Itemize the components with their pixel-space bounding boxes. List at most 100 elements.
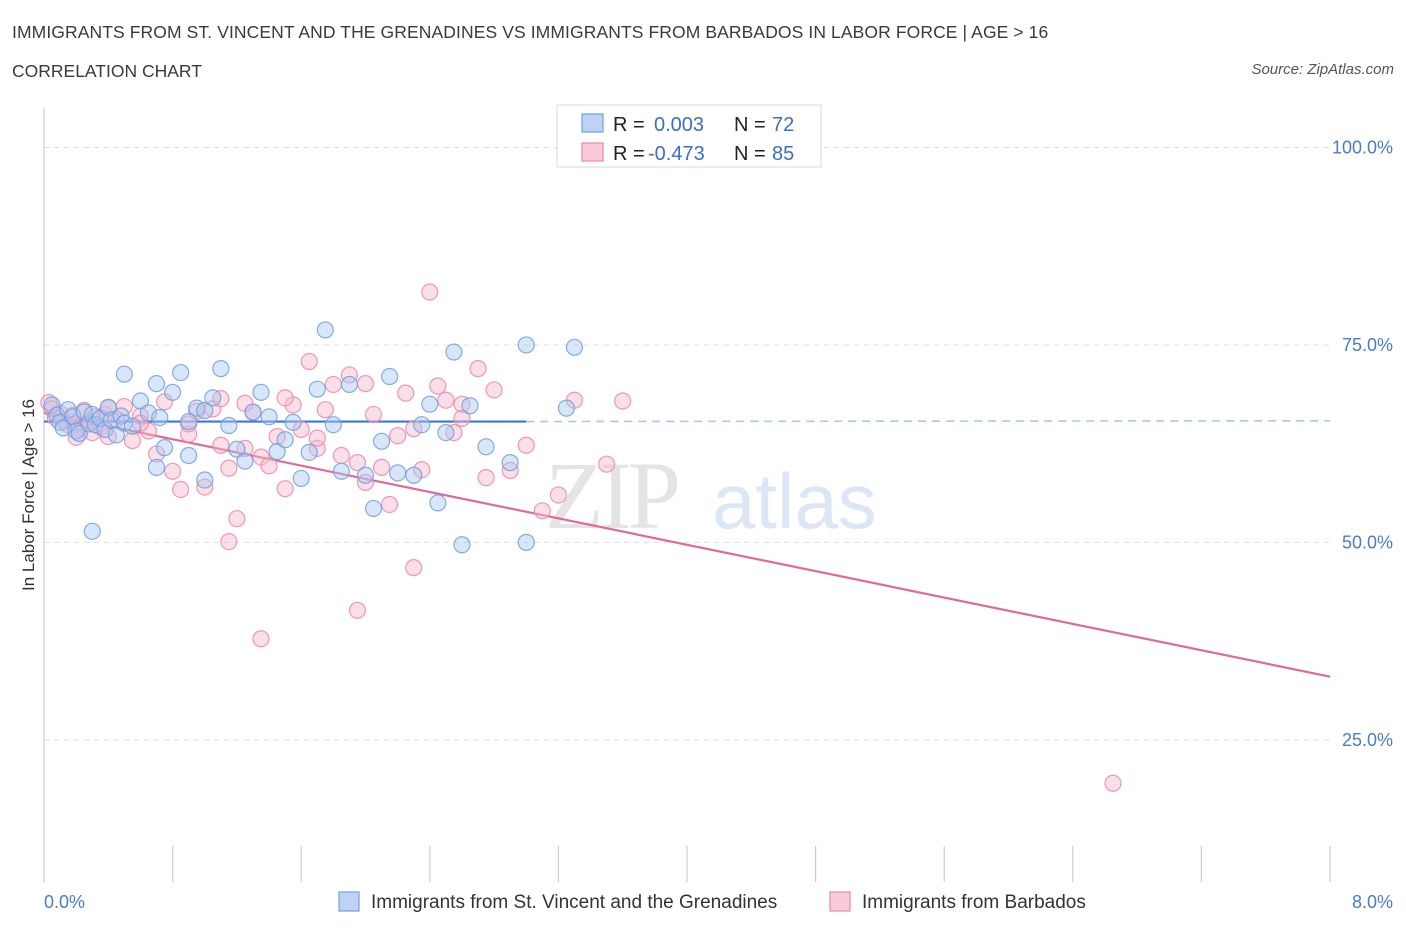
data-point-blue (517, 336, 535, 354)
data-point-blue (389, 464, 407, 482)
trend-line-blue-extension (526, 419, 1331, 423)
data-point-pink (196, 478, 214, 496)
data-point-blue (196, 471, 214, 489)
data-point-blue (340, 375, 359, 394)
data-point-blue (196, 401, 214, 420)
data-point-blue (139, 404, 158, 422)
data-point-blue (308, 380, 326, 398)
data-point-blue (429, 494, 447, 512)
data-point-blue (96, 420, 114, 439)
data-point-blue (180, 446, 198, 465)
data-point-blue (381, 367, 399, 386)
data-point-blue (155, 439, 174, 457)
data-point-blue (131, 392, 150, 410)
data-point-pink (276, 389, 294, 407)
x-tick-label: 0.0% (44, 892, 85, 912)
data-point-blue (332, 462, 350, 480)
data-point-blue (147, 458, 166, 476)
legend-r-label-blue: R = (613, 114, 645, 136)
data-point-blue (99, 398, 117, 416)
data-point-blue (461, 397, 479, 415)
data-point-blue (80, 415, 98, 433)
y-tick-labels: 100.0% 75.0% 50.0% 25.0% (1332, 137, 1393, 749)
data-point-pink (533, 502, 551, 520)
data-point-pink (364, 405, 383, 424)
legend-n-label-pink: N = (734, 143, 766, 165)
y-tick-label: 100.0% (1332, 137, 1393, 157)
data-point-blue (292, 469, 310, 488)
data-point-blue (356, 466, 375, 484)
series-legend-label-blue: Immigrants from St. Vincent and the Gren… (371, 892, 777, 913)
data-point-blue (421, 395, 439, 413)
data-point-pink (381, 495, 399, 514)
data-point-pink (356, 473, 375, 491)
watermark-atlas: atlas (712, 457, 877, 545)
data-point-pink (356, 375, 375, 393)
data-point-blue (372, 432, 391, 450)
legend-n-value-blue: 72 (772, 114, 794, 136)
data-point-blue (364, 499, 383, 518)
data-point-pink (220, 532, 238, 551)
y-axis-title: In Labor Force | Age > 16 (19, 399, 38, 591)
data-point-pink (300, 352, 318, 371)
data-point-pink (308, 429, 326, 447)
data-point-pink (437, 391, 455, 409)
data-point-pink (276, 480, 294, 498)
correlation-legend: R = 0.003 N = 72 R = -0.473 N = 85 (556, 104, 822, 168)
data-point-blue (107, 426, 125, 444)
data-point-blue (260, 408, 278, 426)
series-legend-label-pink: Immigrants from Barbados (862, 892, 1086, 913)
data-point-blue (405, 466, 423, 484)
data-point-blue (43, 396, 61, 414)
data-point-pink (212, 436, 230, 454)
data-point-blue (276, 431, 294, 449)
data-point-blue (565, 338, 584, 356)
data-point-blue (54, 419, 72, 437)
data-point-blue (220, 416, 238, 435)
data-point-pink (469, 360, 487, 378)
trend-line-pink (43, 411, 1331, 678)
y-tick-label: 25.0% (1342, 730, 1393, 750)
data-point-blue (517, 533, 535, 551)
data-point-blue (324, 416, 342, 434)
data-points (40, 283, 1122, 792)
data-point-blue (67, 422, 85, 440)
data-point-blue (557, 399, 576, 417)
series-legend-swatch-pink (829, 891, 851, 912)
data-point-pink (429, 377, 447, 395)
data-point-blue (123, 417, 142, 435)
data-point-pink (252, 630, 270, 648)
data-point-blue (300, 443, 318, 461)
source-credit: Source: ZipAtlas.com (1251, 61, 1394, 78)
legend-r-value-blue: 0.003 (654, 114, 704, 136)
data-point-pink (316, 401, 334, 419)
chart-subtitle: CORRELATION CHART (12, 61, 202, 81)
data-point-pink (340, 366, 359, 384)
data-point-blue (180, 412, 198, 431)
legend-n-label-blue: N = (734, 114, 766, 136)
legend-swatch-pink (581, 142, 604, 162)
data-point-blue (83, 522, 101, 540)
data-point-pink (405, 559, 423, 577)
data-point-pink (332, 446, 350, 465)
data-point-pink (405, 420, 423, 438)
data-point-pink (348, 601, 367, 619)
data-point-pink (164, 462, 182, 480)
data-point-pink (598, 455, 616, 473)
data-point-blue (228, 440, 246, 458)
data-point-blue (453, 536, 471, 554)
data-point-blue (164, 383, 182, 401)
data-point-pink (485, 381, 503, 399)
data-point-pink (397, 384, 415, 402)
data-point-blue (244, 403, 262, 421)
data-point-blue (151, 409, 169, 427)
data-point-pink (228, 510, 246, 528)
data-point-blue (284, 413, 302, 431)
data-point-blue (437, 424, 455, 442)
legend-r-label-pink: R = (613, 143, 645, 165)
data-point-blue (445, 343, 463, 361)
data-point-pink (477, 469, 495, 487)
data-point-pink (1104, 774, 1122, 792)
data-point-blue (316, 321, 334, 339)
